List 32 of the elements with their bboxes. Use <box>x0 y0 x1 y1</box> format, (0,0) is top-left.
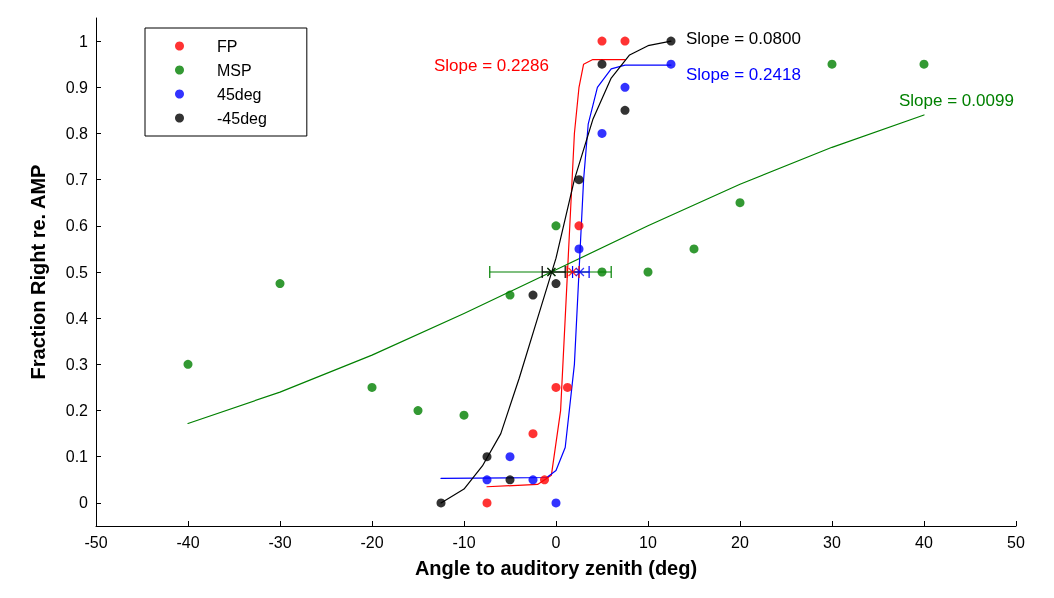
y-tick-label: 0.2 <box>65 402 89 420</box>
y-tick-label: 0.5 <box>65 263 89 281</box>
annotation: Slope = 0.2418 <box>686 65 801 84</box>
annotation: Slope = 0.2286 <box>434 56 549 75</box>
y-tick-label: 0.1 <box>65 448 89 466</box>
x-tick-label: 30 <box>823 533 841 551</box>
legend-label: -45deg <box>217 109 267 127</box>
x-tick-label: -20 <box>360 533 384 551</box>
y-tick-label: 0.4 <box>65 309 89 327</box>
y-tick-label: 0.9 <box>65 78 89 96</box>
x-tick-label: 40 <box>915 533 933 551</box>
x-axis-title: Angle to auditory zenith (deg) <box>414 557 698 579</box>
x-tick-label: 50 <box>1007 533 1025 551</box>
y-tick-label: 0 <box>79 494 89 512</box>
x-tick-label: 20 <box>731 533 749 551</box>
y-tick-label: 1 <box>79 32 89 50</box>
annotation: Slope = 0.0800 <box>686 29 801 48</box>
legend-label: MSP <box>217 61 252 79</box>
y-tick-label: 0.7 <box>65 171 89 189</box>
x-tick-label: -10 <box>452 533 476 551</box>
x-tick-label: 10 <box>639 533 657 551</box>
x-tick-label: -40 <box>176 533 200 551</box>
y-tick-label: 0.8 <box>65 124 89 142</box>
y-axis-title: Fraction Right re. AMP <box>27 164 49 380</box>
legend-label: FP <box>217 37 238 55</box>
y-tick-label: 0.3 <box>65 355 89 373</box>
annotation: Slope = 0.0099 <box>899 91 1014 110</box>
legend-label: 45deg <box>217 85 262 103</box>
x-tick-label: -30 <box>268 533 292 551</box>
y-tick-label: 0.6 <box>65 217 89 235</box>
x-tick-label: 0 <box>551 533 561 551</box>
x-tick-label: -50 <box>84 533 108 551</box>
